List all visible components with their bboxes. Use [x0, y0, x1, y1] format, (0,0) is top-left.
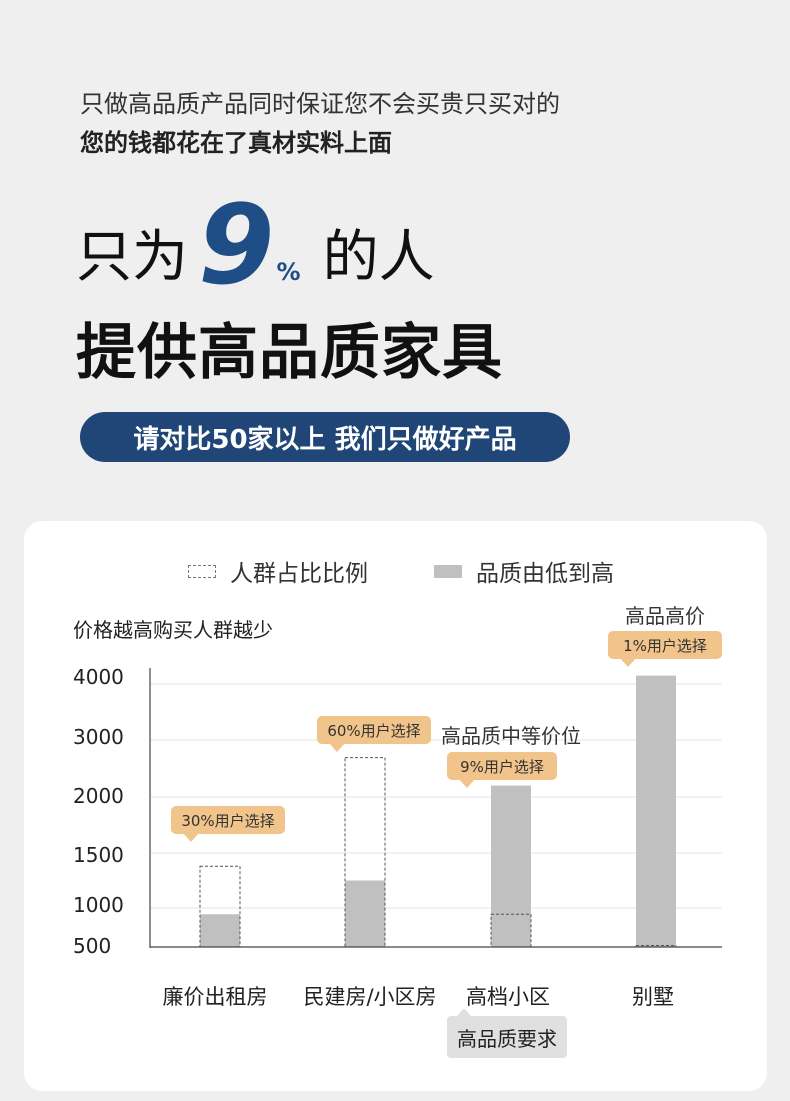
y-tick-label: 1000: [73, 893, 124, 917]
quality-bar: [636, 675, 676, 947]
legend-dashed: 人群占比比例: [188, 554, 368, 588]
chart-subtitle: 价格越高购买人群越少: [73, 618, 273, 642]
hero-prefix: 只为: [76, 225, 188, 290]
intro-line-1: 只做高品质产品同时保证您不会买贵只买对的: [80, 90, 560, 118]
category-label: 高档小区: [466, 985, 550, 1009]
user-share-tag: 9%用户选择: [447, 752, 557, 788]
y-tick-label: 2000: [73, 784, 124, 808]
category-label: 廉价出租房: [162, 985, 268, 1009]
y-tick-label: 3000: [73, 725, 124, 749]
legend-filled-label: 品质由低到高: [476, 561, 614, 587]
quality-bar: [200, 914, 240, 947]
annotation-mid-price: 高品质中等价位: [441, 724, 581, 748]
quality-note: 高品质要求: [447, 1008, 567, 1058]
compare-pill: 请对比50家以上 我们只做好产品: [80, 412, 570, 462]
hero-line-1: 只为 9 % 的人: [76, 190, 435, 300]
user-share-tag: 60%用户选择: [317, 716, 431, 752]
annotation-high-price: 高品高价: [625, 604, 705, 628]
hero-suffix: 的人: [322, 225, 435, 290]
quality-bar: [345, 880, 385, 947]
category-label: 民建房/小区房: [303, 985, 437, 1009]
legend-dashed-swatch: [188, 564, 216, 578]
y-tick-label: 4000: [73, 665, 124, 689]
user-share-tag: 30%用户选择: [171, 806, 285, 842]
hero-percent: %: [276, 258, 301, 286]
hero-line-2: 提供高品质家具: [76, 318, 503, 388]
user-share-tag: 1%用户选择: [608, 631, 722, 667]
legend-filled-swatch: [434, 564, 462, 578]
legend-filled: 品质由低到高: [434, 554, 614, 588]
y-tick-label: 500: [73, 934, 112, 958]
quality-bar: [491, 785, 531, 947]
y-tick-label: 1500: [73, 843, 124, 867]
intro-line-2: 您的钱都花在了真材实料上面: [80, 129, 392, 157]
population-share-bar: [344, 757, 386, 948]
hero-number: 9: [198, 181, 275, 309]
category-label: 别墅: [632, 985, 674, 1009]
legend-dashed-label: 人群占比比例: [230, 561, 368, 587]
